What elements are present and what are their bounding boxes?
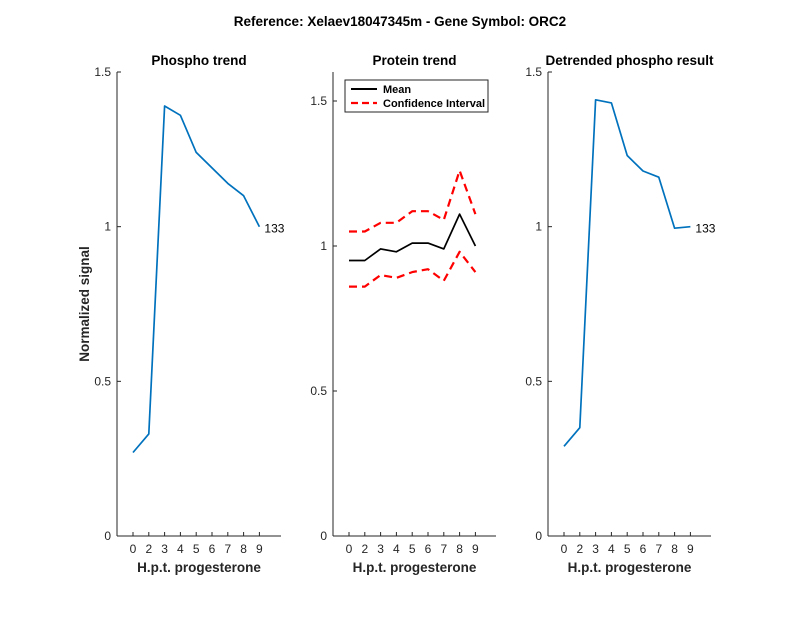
x-tick-label: 4 [177, 542, 184, 556]
y-tick-label: 0.5 [525, 374, 542, 388]
y-tick-label: 1.5 [310, 94, 327, 108]
x-tick-label: 3 [161, 542, 168, 556]
y-tick-label: 1 [535, 220, 542, 234]
y-tick-label: 1.5 [525, 65, 542, 79]
series-line [349, 213, 477, 262]
y-tick-label: 1 [320, 239, 327, 253]
x-tick-label: 7 [224, 542, 231, 556]
y-tick-label: 0.5 [310, 384, 327, 398]
x-tick-label: 9 [687, 542, 694, 556]
y-axis-label: Normalized signal [77, 246, 92, 362]
x-tick-label: 9 [256, 542, 263, 556]
series-line [132, 105, 261, 454]
x-tick-label: 3 [377, 542, 384, 556]
x-tick-label: 8 [671, 542, 678, 556]
x-axis-label: H.p.t. progesterone [353, 560, 477, 575]
x-tick-label: 0 [130, 542, 137, 556]
x-tick-label: 6 [425, 542, 432, 556]
x-tick-label: 5 [409, 542, 416, 556]
x-tick-label: 4 [608, 542, 615, 556]
x-axis-label: H.p.t. progesterone [568, 560, 692, 575]
y-tick-label: 0 [320, 529, 327, 543]
x-tick-label: 8 [456, 542, 463, 556]
x-tick-label: 7 [655, 542, 662, 556]
chart-title: Detrended phospho result [545, 53, 714, 68]
x-tick-label: 4 [393, 542, 400, 556]
series-end-label: 133 [264, 222, 284, 236]
x-tick-label: 3 [592, 542, 599, 556]
series-line [349, 169, 477, 233]
y-tick-label: 1 [104, 220, 111, 234]
x-tick-label: 2 [576, 542, 583, 556]
x-axis-label: H.p.t. progesterone [137, 560, 261, 575]
y-tick-label: 1.5 [94, 65, 111, 79]
legend-box [344, 79, 489, 113]
x-tick-label: 0 [346, 542, 353, 556]
x-tick-label: 6 [640, 542, 647, 556]
chart-title: Protein trend [372, 53, 456, 68]
x-tick-label: 0 [561, 542, 568, 556]
y-tick-label: 0.5 [94, 374, 111, 388]
y-tick-label: 0 [535, 529, 542, 543]
chart-title: Phospho trend [151, 53, 246, 68]
x-tick-label: 2 [361, 542, 368, 556]
y-tick-label: 0 [104, 529, 111, 543]
x-tick-label: 5 [193, 542, 200, 556]
x-tick-label: 8 [240, 542, 247, 556]
legend-entry: Confidence Interval [383, 98, 485, 110]
series-end-label: 133 [695, 222, 715, 236]
series-line [563, 98, 691, 447]
x-tick-label: 2 [145, 542, 152, 556]
x-tick-label: 5 [624, 542, 631, 556]
series-line [349, 250, 477, 288]
x-tick-label: 9 [472, 542, 479, 556]
legend-entry: Mean [383, 84, 411, 96]
x-tick-label: 6 [209, 542, 216, 556]
figure-suptitle: Reference: Xelaev18047345m - Gene Symbol… [234, 14, 566, 29]
x-tick-label: 7 [440, 542, 447, 556]
